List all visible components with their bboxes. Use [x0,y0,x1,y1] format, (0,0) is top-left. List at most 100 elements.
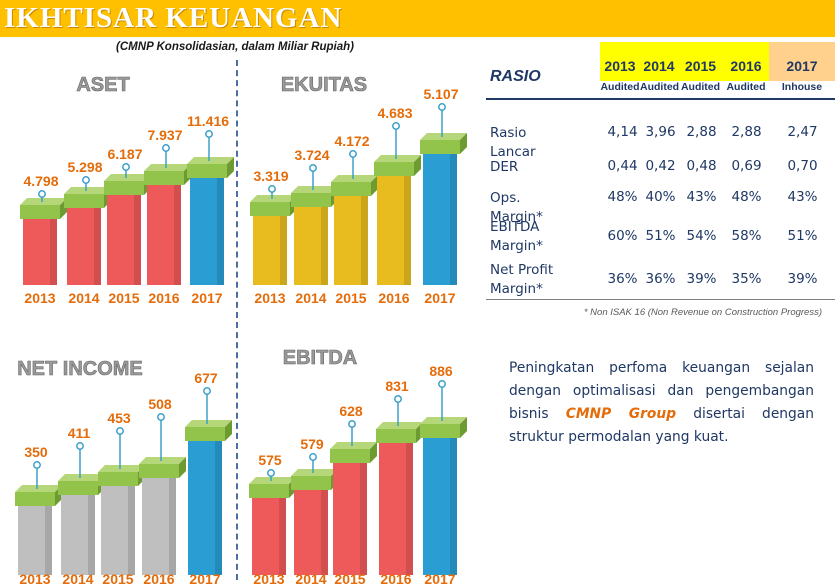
ratio-row-label: DER [490,159,519,175]
charts-subtitle: (CMNP Konsolidasian, dalam Miliar Rupiah… [116,41,354,53]
x-tick-label: 2013 [254,290,285,306]
ratio-cell: 4,14 [607,124,638,140]
ratio-bottom-divider [486,299,835,300]
x-tick-label: 2013 [19,571,50,586]
bar-shade [217,174,224,285]
bar-cap-top [291,469,338,476]
bar-shade [128,482,135,575]
bar-cap-top [330,442,377,449]
bar-shade [361,192,368,285]
data-label: 579 [300,436,324,452]
ratio-col-year: 2015 [684,58,717,74]
data-label: 628 [339,403,363,419]
x-tick-label: 2017 [189,571,220,586]
bar [188,437,222,575]
chart-title: EBITDA [283,347,357,369]
bar [377,172,411,285]
bar-shade [450,434,457,575]
bar-shade [279,494,286,575]
x-tick-label: 2014 [295,290,326,306]
bar-cap-top [331,175,378,182]
bar-shade [88,491,95,575]
data-label: 575 [258,452,282,468]
bar-cap-front [331,182,371,196]
bar-cap-top [185,420,232,427]
summary-text-end: disertai dengan struktur permodalan yang… [509,406,815,445]
bar-cap-side [371,175,378,196]
section-divider [236,60,238,580]
data-label: 350 [24,444,48,460]
bar-cap-front [420,424,460,438]
bar-shade [50,215,57,285]
bar-cap-top [420,133,467,140]
bar [294,486,328,575]
pin-head [116,427,124,435]
x-tick-label: 2017 [191,290,222,306]
bar-cap-front [250,202,290,216]
pin-head [33,461,41,469]
x-tick-label: 2017 [424,290,455,306]
ratio-cell: 43% [686,189,717,205]
ratio-col-year: 2016 [730,58,762,74]
ratio-cell: 2,47 [787,124,818,140]
bar [190,174,224,285]
bar-cap-top [187,157,234,164]
bar-chart: NET INCOME 350 2013 411 2014 453 2015 508 2016 67… [15,358,232,586]
bar-cap-top [420,417,467,424]
bar-shade [45,502,52,575]
bar [67,204,101,285]
bar-cap-front [20,205,60,219]
bar-shade [406,439,413,575]
bar-cap-side [225,420,232,441]
data-label: 5.298 [67,159,102,175]
x-tick-label: 2013 [253,571,284,586]
ratio-header-divider [486,98,835,100]
ratio-cell: 0,69 [731,158,762,174]
ratio-cell: 51% [645,228,676,244]
data-label: 508 [148,396,172,412]
ratio-row-label: Rasio Lancar [490,125,536,160]
bar-shade [94,204,101,285]
summary-paragraph: Peningkatan perfoma keuangan sejalan den… [509,357,814,449]
bar-shade [360,459,367,575]
bar-cap-top [376,422,423,429]
bar [61,491,95,575]
bar-shade [174,181,181,285]
bar-shade [321,203,328,285]
ratio-col-status: Audited [726,81,766,93]
bar [294,203,328,285]
bar-cap-front [187,164,227,178]
data-label: 3.319 [253,168,288,184]
ratio-row-label: Net Profit Margin* [490,262,554,297]
ratio-cell: 48% [731,189,762,205]
x-tick-label: 2014 [62,571,93,586]
data-label: 411 [68,425,91,441]
ratio-cell: 54% [686,228,717,244]
bar-cap-top [104,174,151,181]
data-label: 4.172 [334,133,369,149]
bar-cap-front [330,449,370,463]
bar-shade [321,486,328,575]
pin-head [38,190,46,198]
ratio-heading: RASIO [490,68,541,85]
chart-title: NET INCOME [17,358,143,380]
data-label: 4.798 [23,173,58,189]
ratio-cell: 51% [787,228,818,244]
bar-cap-front [376,429,416,443]
ratio-cell: 48% [607,189,638,205]
pin-head [438,103,446,111]
ratio-cell: 35% [731,271,762,287]
bar-cap-top [374,155,421,162]
ratio-cell: 36% [645,271,676,287]
summary-text-start: Peningkatan perfoma keuangan sejalan den… [509,360,814,422]
bar [253,212,287,285]
ratio-col-status: Audited [600,81,640,93]
bar [18,502,52,575]
ratio-cell: 39% [787,271,818,287]
bar-cap-front [185,427,225,441]
bar-cap-side [227,157,234,178]
bar-cap-front [144,171,184,185]
x-tick-label: 2015 [102,571,133,586]
x-tick-label: 2017 [424,571,455,586]
bar-shade [134,191,141,285]
